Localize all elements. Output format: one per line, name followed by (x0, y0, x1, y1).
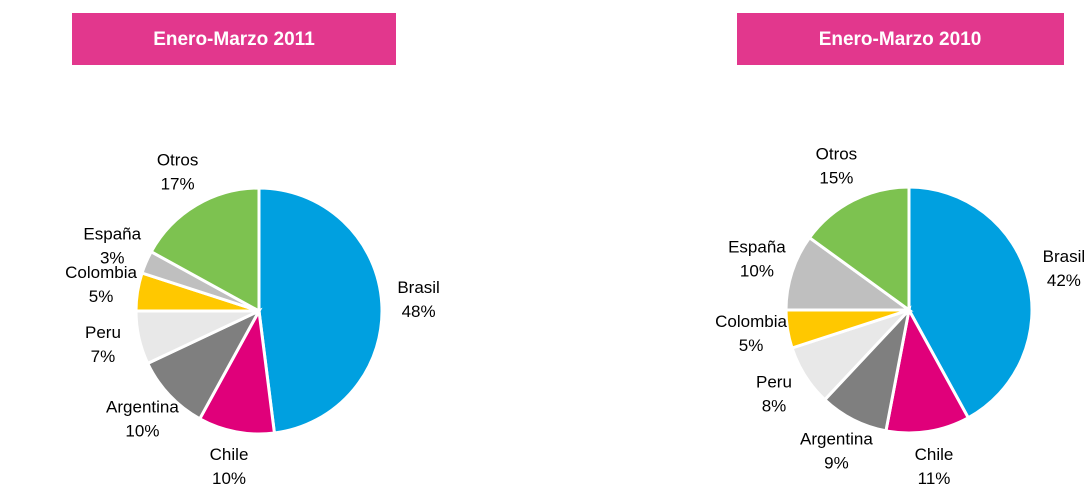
chart-title: Enero-Marzo 2011 (153, 29, 315, 50)
slice-value-label: 5% (89, 287, 114, 306)
pie-slice (907, 185, 1034, 420)
slice-label: Peru (756, 373, 792, 392)
slice-value-label: 3% (100, 248, 125, 267)
slice-value-label: 9% (824, 453, 849, 472)
slice-value-label: 10% (740, 262, 774, 281)
slice-value-label: 11% (918, 469, 951, 488)
slice-label: Otros (157, 150, 199, 169)
slice-label: España (83, 224, 141, 243)
pie-slice (807, 185, 911, 313)
slice-label: Argentina (800, 429, 873, 448)
slice-value-label: 10% (125, 421, 159, 440)
slice-label: Otros (816, 145, 858, 164)
slice-label: Chile (210, 445, 249, 464)
slice-label: Argentina (106, 397, 179, 416)
title-box (737, 13, 1064, 65)
slice-value-label: 10% (212, 469, 246, 488)
slice-label: España (728, 238, 786, 257)
pie-slice (884, 305, 971, 435)
slice-value-label: 15% (819, 169, 853, 188)
slice-label: Colombia (715, 312, 787, 331)
slice-value-label: 5% (739, 336, 764, 355)
pie-slice (257, 186, 384, 435)
slice-value-label: 7% (91, 347, 116, 366)
slice-value-label: 17% (161, 174, 195, 193)
slice-label: Peru (85, 323, 121, 342)
chart-title: Enero-Marzo 2010 (819, 29, 982, 50)
pie-slice (149, 186, 261, 314)
slice-label: Colombia (65, 263, 137, 282)
slice-label: Brasil (397, 278, 440, 297)
slice-value-label: 42% (1047, 271, 1081, 290)
slice-value-label: 8% (762, 397, 787, 416)
slice-label: Brasil (1043, 247, 1084, 266)
slice-value-label: 48% (402, 302, 436, 321)
title-box (72, 13, 396, 65)
slice-label: Chile (915, 445, 954, 464)
